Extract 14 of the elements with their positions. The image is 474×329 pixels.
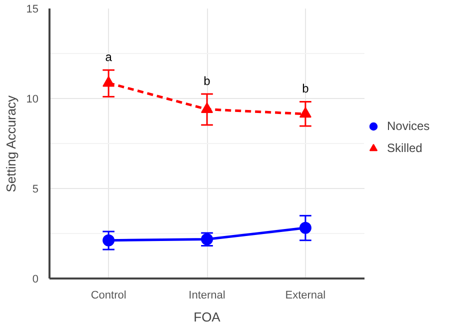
y-tick-label: 0 xyxy=(32,274,39,286)
y-tick-label: 5 xyxy=(32,184,39,196)
legend-label: Skilled xyxy=(387,141,422,155)
y-axis-title: Setting Accuracy xyxy=(3,94,18,192)
y-tick-label: 10 xyxy=(26,94,39,106)
x-tick-label: Internal xyxy=(188,290,226,302)
x-axis-title: FOA xyxy=(194,310,221,324)
legend-label: Novices xyxy=(387,119,430,133)
x-tick-label: External xyxy=(285,290,326,302)
annotation: b xyxy=(204,74,211,88)
x-tick-label: Control xyxy=(90,290,126,302)
annotation: a xyxy=(105,50,112,64)
annotation: b xyxy=(302,82,310,96)
y-tick-label: 15 xyxy=(26,4,39,16)
